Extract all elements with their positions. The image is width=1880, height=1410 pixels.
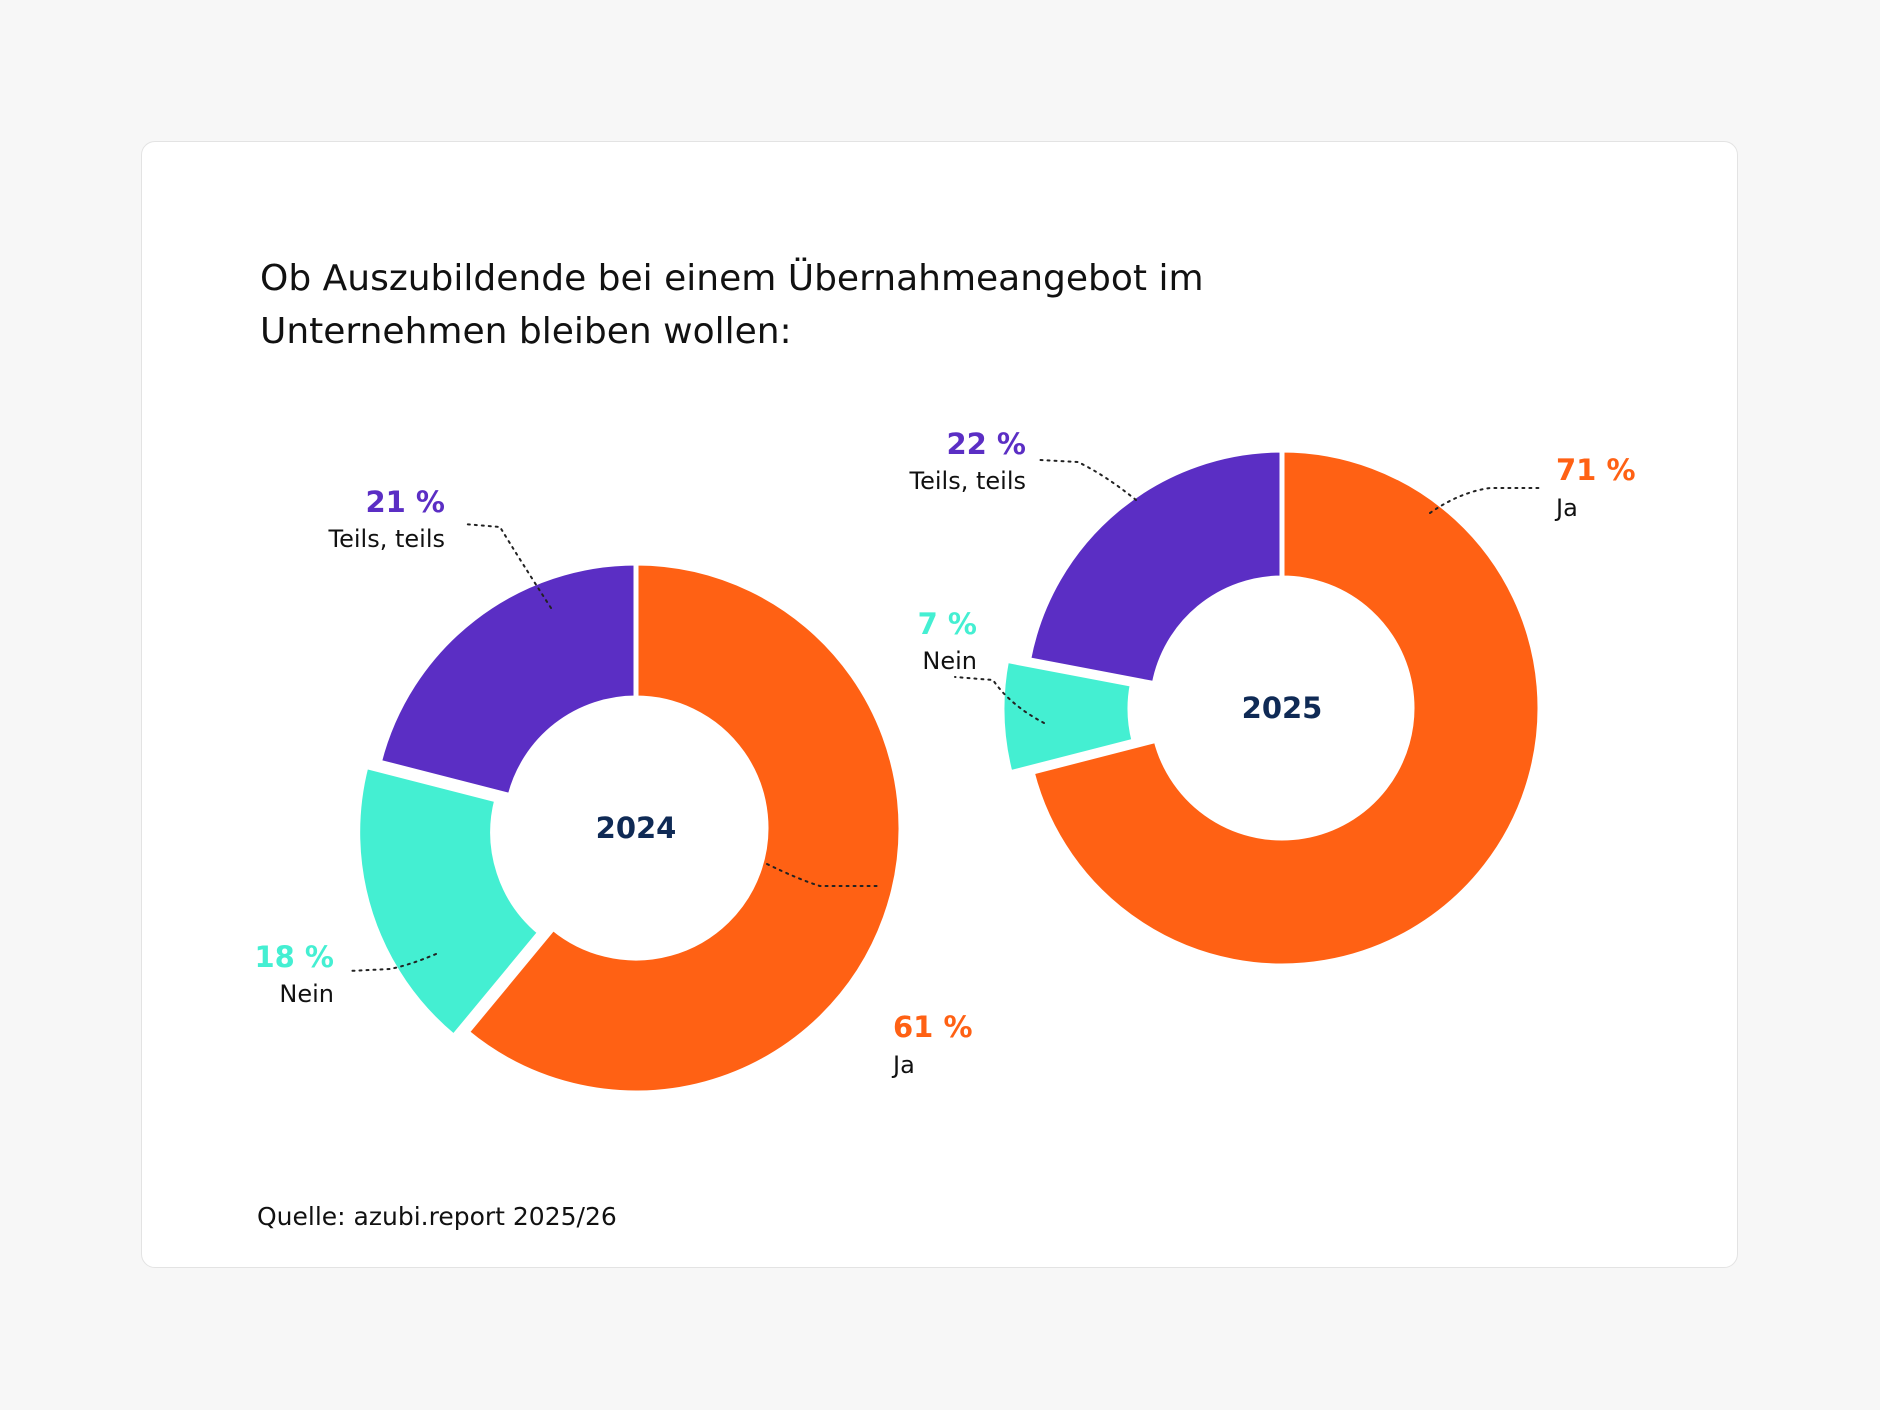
value-label: 18 % <box>254 940 334 974</box>
value-label: 22 % <box>946 427 1026 461</box>
slice-ja-2024 <box>464 560 904 1096</box>
category-label: Teils, teils <box>909 467 1026 495</box>
leader-line <box>463 523 552 609</box>
donut-chart-2025: 2025 71 % Ja 7 % Nein 22 % Teils, teils <box>909 427 1636 969</box>
slice-teils-teils-2024 <box>376 560 639 799</box>
category-label: Nein <box>922 647 977 675</box>
value-label: 61 % <box>893 1010 973 1044</box>
donut-chart-2024: 2024 61 % Ja 18 % Nein 21 % Teils, teils <box>254 485 973 1096</box>
category-label: Teils, teils <box>328 525 445 553</box>
leader-line <box>954 676 1045 724</box>
center-label-2025: 2025 <box>1242 691 1323 725</box>
leader-line <box>1039 459 1137 501</box>
chart-title: Ob Auszubildende bei einem Übernahmeange… <box>260 258 1204 352</box>
value-label: 21 % <box>365 485 445 519</box>
center-label-2024: 2024 <box>596 811 677 845</box>
source-note: Quelle: azubi.report 2025/26 <box>257 1202 617 1231</box>
category-label: Ja <box>1554 494 1578 522</box>
slice-nein-2025 <box>999 657 1137 776</box>
leader-line <box>347 953 437 972</box>
leader-line <box>766 863 879 887</box>
slice-teils-teils-2025 <box>1026 447 1285 687</box>
leader-line <box>1429 487 1541 514</box>
category-label: Ja <box>891 1051 915 1079</box>
slice-nein-2024 <box>355 763 543 1040</box>
category-label: Nein <box>279 980 334 1008</box>
slice-ja-2025 <box>1029 447 1543 969</box>
value-label: 71 % <box>1556 453 1636 487</box>
value-label: 7 % <box>918 607 977 641</box>
